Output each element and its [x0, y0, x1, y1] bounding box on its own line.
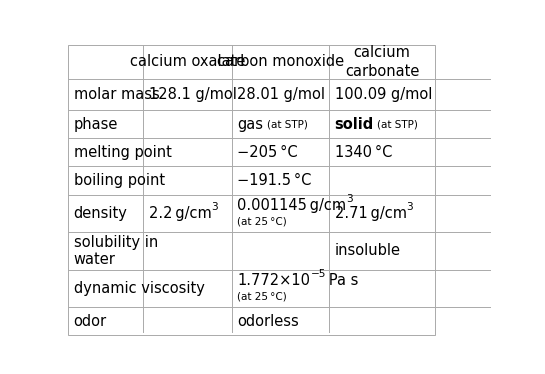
Text: calcium oxalate: calcium oxalate	[130, 54, 245, 69]
Text: 3: 3	[211, 202, 219, 212]
Text: −205 °C: −205 °C	[238, 145, 298, 160]
Text: odorless: odorless	[238, 313, 299, 328]
Text: −5: −5	[311, 269, 326, 279]
Text: gas: gas	[238, 117, 263, 132]
Text: calcium
carbonate: calcium carbonate	[345, 45, 419, 79]
Text: 3: 3	[347, 194, 353, 204]
Text: 1340 °C: 1340 °C	[335, 145, 392, 160]
Text: melting point: melting point	[74, 145, 172, 160]
Text: (at STP): (at STP)	[267, 119, 308, 129]
Text: odor: odor	[74, 313, 107, 328]
Text: (at 25 °C): (at 25 °C)	[238, 217, 287, 226]
Text: 1.772×10: 1.772×10	[238, 273, 311, 288]
Text: 2.2 g/cm: 2.2 g/cm	[149, 206, 211, 221]
Text: (at 25 °C): (at 25 °C)	[238, 291, 287, 301]
Text: 128.1 g/mol: 128.1 g/mol	[149, 87, 237, 102]
Text: 100.09 g/mol: 100.09 g/mol	[335, 87, 432, 102]
Text: density: density	[74, 206, 128, 221]
Text: carbon monoxide: carbon monoxide	[217, 54, 344, 69]
Text: 2.71 g/cm: 2.71 g/cm	[335, 206, 407, 221]
Text: 28.01 g/mol: 28.01 g/mol	[238, 87, 325, 102]
Text: 3: 3	[407, 202, 414, 212]
Text: phase: phase	[74, 117, 118, 132]
Text: solubility in
water: solubility in water	[74, 234, 158, 267]
Text: −191.5 °C: −191.5 °C	[238, 173, 312, 188]
Text: Pa s: Pa s	[326, 273, 358, 288]
Text: insoluble: insoluble	[335, 243, 401, 258]
Bar	[68, 45, 435, 335]
Text: boiling point: boiling point	[74, 173, 165, 188]
Text: molar mass: molar mass	[74, 87, 159, 102]
Text: solid: solid	[335, 117, 374, 132]
Text: dynamic viscosity: dynamic viscosity	[74, 281, 204, 296]
Text: 0.001145 g/cm: 0.001145 g/cm	[238, 198, 347, 213]
Text: (at STP): (at STP)	[377, 119, 418, 129]
